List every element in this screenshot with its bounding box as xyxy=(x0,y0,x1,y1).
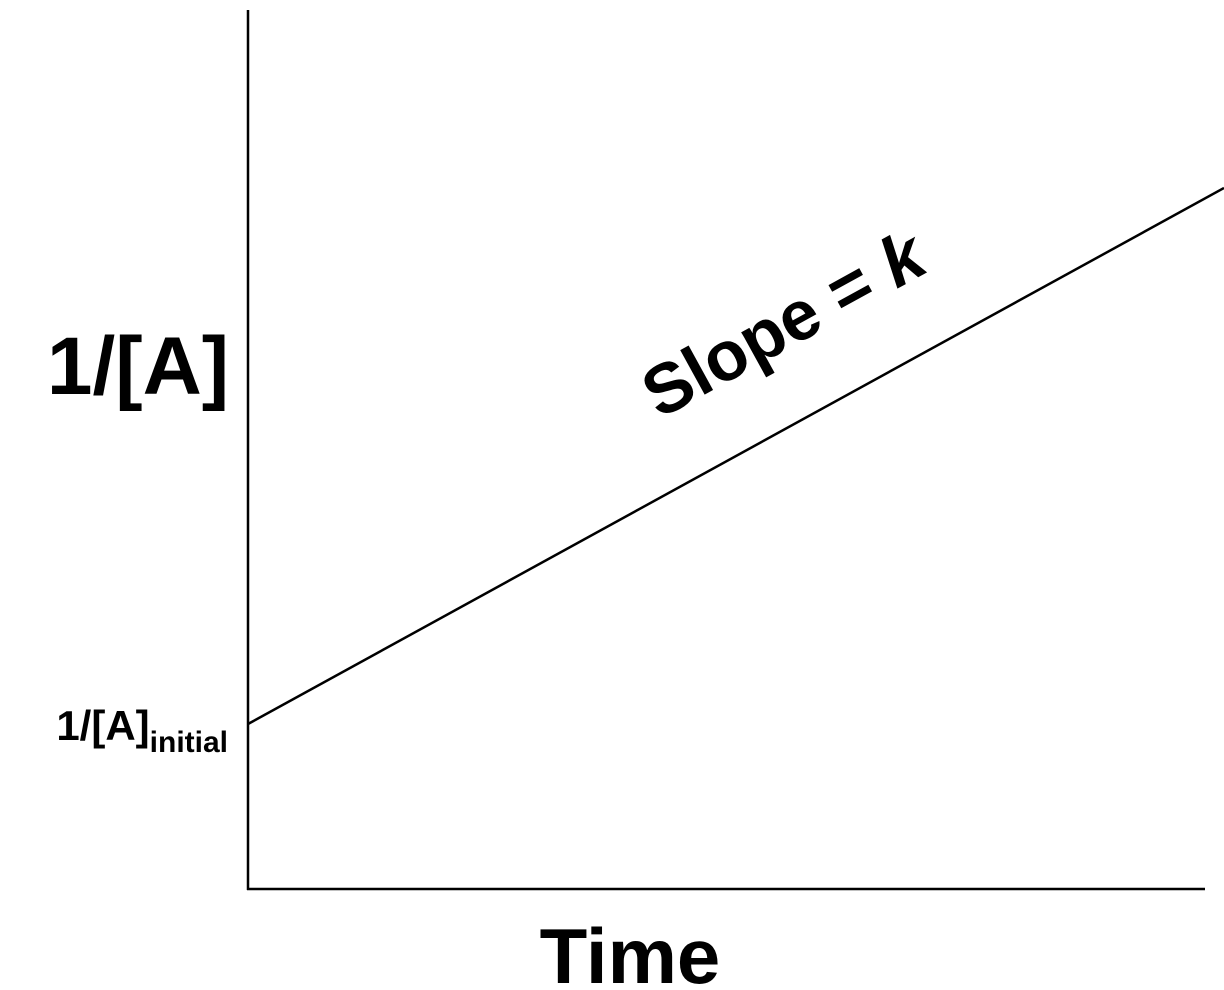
slope-group: Slope = k xyxy=(629,214,940,433)
slope-text: Slope = xyxy=(629,234,904,433)
intercept-main: 1/[A] xyxy=(56,702,149,749)
slope-label: Slope = k xyxy=(629,214,940,433)
trend-line xyxy=(247,186,1224,726)
x-axis-label: Time xyxy=(540,912,721,990)
intercept-label: 1/[A]initial xyxy=(56,702,228,759)
intercept-subscript: initial xyxy=(150,726,228,759)
y-axis-label: 1/[A] xyxy=(47,321,229,412)
